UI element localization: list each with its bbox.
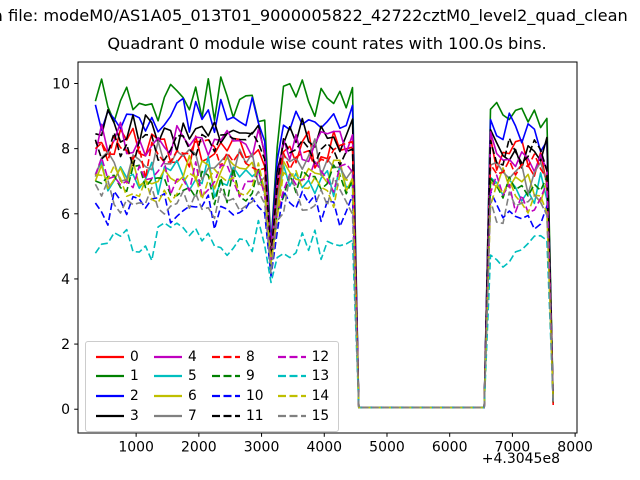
legend-entry-8: 8 [211, 349, 264, 365]
legend-entry-0: 0 [95, 349, 140, 365]
x-tick-label: 2000 [181, 440, 217, 456]
legend-line-sample-5 [154, 375, 182, 378]
legend-label: 1 [130, 368, 139, 385]
legend-line-sample-14 [277, 394, 306, 398]
legend-label: 11 [246, 407, 264, 424]
x-axis-offset-label: +4.3045e8 [482, 451, 560, 467]
legend-label: 6 [188, 387, 197, 404]
axes-border [77, 61, 578, 434]
legend-entry-13: 13 [277, 368, 330, 385]
legend-line-sample-9 [212, 375, 240, 378]
legend-label: 10 [246, 387, 264, 404]
series-line-13 [94, 219, 554, 409]
legend-entry-2: 2 [95, 388, 140, 404]
x-tick-label: 5000 [369, 440, 405, 456]
legend-entry-12: 12 [277, 348, 330, 365]
legend-label: 15 [311, 407, 330, 424]
legend-label: 12 [311, 348, 330, 365]
legend-label: 3 [130, 407, 139, 424]
legend-line-sample-13 [277, 375, 306, 378]
legend-line-sample-4 [154, 355, 182, 358]
legend-label: 8 [246, 348, 255, 365]
legend-line-sample-12 [277, 355, 306, 358]
legend-label: 0 [130, 348, 139, 365]
y-tick-label: 6 [61, 207, 70, 223]
y-tick-label: 10 [52, 76, 70, 92]
legend-line-sample-2 [96, 394, 124, 398]
legend-line-sample-8 [212, 355, 240, 358]
legend-label: 7 [188, 407, 197, 424]
legend-line-sample-0 [96, 355, 124, 358]
legend-line-sample-15 [277, 414, 306, 417]
legend: 0 1 2 3 4 5 6 7 8 9 10 11 12 13 14 15 [85, 341, 340, 433]
x-tick-label: 8000 [557, 440, 593, 456]
series-line-15 [94, 175, 554, 409]
legend-line-sample-7 [154, 414, 182, 417]
legend-entry-14: 14 [277, 387, 330, 404]
legend-entry-9: 9 [211, 368, 264, 384]
chart-title: Quadrant 0 module wise count rates with … [107, 34, 547, 53]
legend-line-sample-6 [154, 394, 182, 398]
y-tick-label: 8 [61, 142, 70, 158]
legend-label: 9 [246, 368, 255, 385]
legend-label: 4 [188, 348, 197, 365]
legend-line-sample-10 [212, 394, 240, 398]
x-tick-label: 3000 [244, 440, 280, 456]
legend-line-sample-11 [212, 414, 240, 417]
legend-entry-15: 15 [277, 407, 330, 424]
x-tick-label: 1000 [118, 440, 154, 456]
legend-label: 5 [188, 368, 197, 385]
legend-line-sample-3 [96, 414, 124, 417]
legend-entry-1: 1 [95, 368, 140, 384]
legend-entry-11: 11 [211, 408, 264, 424]
legend-entry-6: 6 [153, 388, 198, 404]
legend-label: 13 [311, 368, 330, 385]
legend-label: 2 [130, 387, 139, 404]
legend-entry-7: 7 [153, 408, 198, 424]
legend-label: 14 [311, 387, 330, 404]
x-tick-label: 7000 [495, 440, 531, 456]
x-tick-label: 4000 [306, 440, 342, 456]
legend-line-sample-1 [96, 375, 124, 378]
legend-entry-3: 3 [95, 408, 140, 424]
legend-entry-5: 5 [153, 368, 198, 384]
legend-entry-4: 4 [153, 349, 198, 365]
legend-entry-10: 10 [211, 388, 264, 404]
y-tick-label: 0 [61, 402, 70, 418]
y-tick-label: 2 [61, 337, 70, 353]
figure-file-title: a file: modeM0/AS1A05_013T01_9000005822_… [0, 6, 628, 25]
y-tick-label: 4 [61, 272, 70, 288]
series-line-9 [95, 164, 554, 409]
x-tick-label: 6000 [432, 440, 468, 456]
